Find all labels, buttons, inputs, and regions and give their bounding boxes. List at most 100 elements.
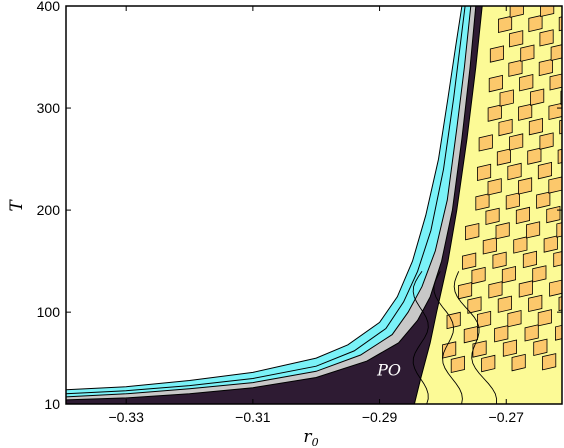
orange-patch [538, 58, 553, 77]
x-tick-label: −0.27 [489, 409, 525, 425]
orange-patch [501, 265, 516, 284]
orange-patch [502, 339, 517, 357]
axis-ticks [66, 5, 562, 405]
axes-frame [65, 5, 563, 405]
orange-patch [533, 338, 548, 357]
orange-patch [540, 6, 555, 18]
orange-patch [537, 309, 552, 327]
orange-patch [497, 295, 512, 313]
orange-patch [492, 251, 507, 269]
orange-patch [467, 296, 482, 314]
orange-patch [537, 161, 552, 180]
y-tick-label: 10 [44, 396, 60, 412]
orange-patch [476, 310, 492, 329]
orange-patch [555, 324, 562, 341]
wave-boundary [433, 271, 463, 404]
orange-patch [543, 235, 558, 253]
orange-patch [518, 177, 533, 195]
orange-patch [513, 236, 528, 254]
orange-patch [546, 205, 561, 224]
orange-patch [553, 251, 562, 268]
orange-patch [495, 222, 510, 240]
orange-patch [488, 281, 503, 299]
orange-patch [528, 117, 543, 136]
orange-patch [463, 325, 478, 344]
orange-patch [485, 207, 500, 226]
orange-patch [509, 6, 524, 18]
orange-patch [509, 30, 524, 48]
region-orange-patches [442, 0, 564, 374]
x-tick-label: −0.33 [108, 409, 144, 425]
orange-patch [528, 294, 543, 313]
y-tick-label: 200 [37, 202, 61, 218]
orange-patch [494, 325, 509, 343]
orange-patch [536, 191, 551, 209]
orange-patch [508, 59, 523, 77]
orange-patch [515, 206, 530, 225]
orange-patch [505, 192, 520, 210]
orange-patch [532, 265, 547, 283]
orange-patch [520, 44, 535, 62]
orange-patch [472, 340, 487, 358]
y-tick-label: 100 [37, 304, 61, 320]
wave-boundary [412, 271, 429, 404]
orange-patch [529, 0, 542, 2]
orange-patch [465, 223, 480, 241]
orange-patch [539, 132, 554, 150]
orange-patch [549, 279, 562, 297]
orange-patch [482, 237, 498, 255]
orange-patch [509, 133, 524, 151]
orange-patch [528, 14, 543, 33]
orange-patch [488, 74, 503, 93]
orange-patch [524, 324, 539, 342]
y-axis-label: T [7, 199, 27, 212]
wave-boundary [453, 271, 498, 404]
orange-patch [556, 222, 562, 238]
plot-area [66, 0, 564, 404]
orange-patch [518, 280, 533, 298]
y-tick-label: 300 [37, 100, 61, 116]
orange-patch [499, 89, 514, 107]
orange-patch [442, 341, 457, 359]
orange-patch [560, 0, 564, 1]
orange-patch [539, 29, 554, 47]
orange-patch [511, 353, 526, 372]
orange-patch [522, 250, 537, 269]
orange-patch [489, 45, 505, 63]
orange-patch [507, 162, 522, 181]
orange-patch [476, 163, 492, 182]
orange-patch [446, 311, 461, 330]
axis-tick-labels: −0.33 −0.31 −0.29 −0.27 10 100 200 300 400 [37, 0, 525, 425]
orange-patch [457, 281, 473, 300]
region-gray-wave-bands [412, 271, 498, 404]
orange-patch [542, 353, 557, 371]
orange-patch [518, 103, 533, 121]
annotation-po: PO [376, 360, 401, 379]
orange-patch [549, 73, 562, 91]
orange-patch [527, 147, 542, 165]
orange-patch [530, 88, 545, 106]
orange-patch [478, 134, 493, 152]
orange-patch [507, 309, 522, 328]
y-tick-label: 400 [37, 0, 61, 14]
orange-patch [548, 176, 562, 194]
orange-patch [548, 102, 562, 121]
orange-patch [471, 266, 486, 285]
x-axis-label: r0 [303, 427, 318, 448]
x-tick-label: −0.31 [235, 409, 271, 425]
orange-patch [550, 44, 562, 62]
orange-patch [475, 193, 490, 211]
orange-patch [481, 354, 496, 373]
orange-patch [497, 15, 513, 34]
orange-patch [519, 73, 534, 92]
orange-patch [487, 104, 502, 122]
orange-patch [499, 0, 512, 3]
x-tick-label: −0.29 [362, 409, 398, 425]
orange-patch [498, 118, 513, 137]
orange-patch [496, 148, 512, 166]
orange-patch [450, 355, 465, 374]
orange-patch [462, 252, 477, 270]
orange-patch [487, 178, 502, 196]
orange-patch [526, 221, 541, 239]
